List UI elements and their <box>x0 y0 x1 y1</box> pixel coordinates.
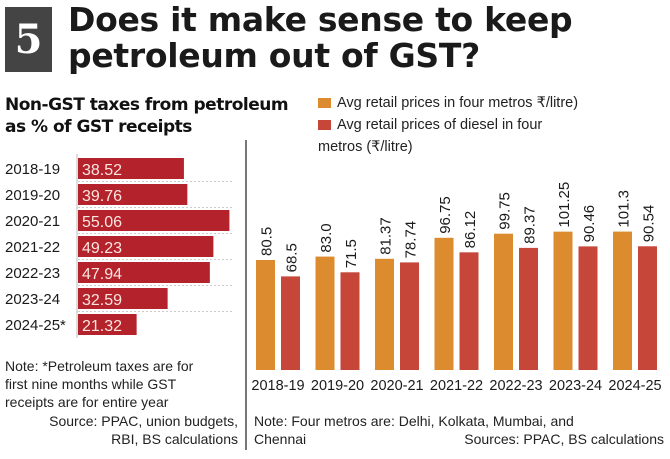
bar-petrol <box>375 258 394 370</box>
data-label: 99.75 <box>497 192 514 230</box>
data-label: 68.5 <box>284 243 301 272</box>
right-bar-chart: 80.5 68.5 2018-19 83.0 71.5 2019-20 81.37 78.74… <box>251 182 661 394</box>
data-label: 101.25 <box>556 182 573 228</box>
legend-swatch-diesel <box>318 120 331 130</box>
data-label: 39.76 <box>82 188 122 205</box>
bar <box>78 262 210 283</box>
bar-petrol <box>553 231 573 370</box>
legend-label-diesel: Avg retail prices of diesel in four <box>337 117 543 133</box>
right-chart-legend: Avg retail prices in four metros ₹/litre… <box>318 92 578 158</box>
data-label: 90.54 <box>641 205 658 243</box>
category-label: 2023-24 <box>5 291 60 308</box>
data-label: 83.0 <box>318 223 335 252</box>
left-bar-chart: 2018-19 38.52 2019-20 39.76 2020-21 55.06 2021… <box>5 154 232 338</box>
data-label: 86.12 <box>462 211 479 249</box>
data-label: 47.94 <box>82 266 122 283</box>
left-note-line: Note: *Petroleum taxes are for <box>5 358 194 374</box>
left-source-line: RBI, BS calculations <box>111 431 238 447</box>
left-note-line: first nine months while GST <box>5 376 177 392</box>
bar-diesel <box>638 246 657 370</box>
left-chart-title-line2: as % of GST receipts <box>5 117 192 137</box>
data-label: 32.59 <box>82 292 122 309</box>
left-chart-note: Note: *Petroleum taxes are for first nin… <box>5 357 245 411</box>
data-label: 71.5 <box>343 239 360 268</box>
legend-item-diesel: Avg retail prices of diesel in four <box>318 114 578 136</box>
right-chart-note: Note: Four metros are: Delhi, Kolkata, M… <box>254 412 664 448</box>
bar-diesel <box>459 252 479 370</box>
legend-label-petrol: Avg retail prices in four metros ₹/litre… <box>337 95 579 111</box>
bar-diesel <box>578 246 598 370</box>
main-title: Does it make sense to keep petroleum out… <box>68 0 573 75</box>
legend-swatch-petrol <box>318 98 331 108</box>
main-title-line1: Does it make sense to keep <box>68 0 573 39</box>
category-label: 2022-23 <box>5 265 60 282</box>
left-chart-title: Non-GST taxes from petroleum as % of GST… <box>5 94 289 138</box>
data-label: 101.3 <box>616 190 633 228</box>
right-note-line2: Chennai <box>254 431 307 447</box>
data-label: 21.32 <box>82 318 122 335</box>
category-label: 2021-22 <box>5 239 60 256</box>
bar-petrol <box>613 231 632 370</box>
bar-diesel <box>519 247 538 370</box>
panel-divider <box>245 140 247 450</box>
category-label: 2022-23 <box>489 378 542 394</box>
bar-diesel <box>281 276 300 370</box>
bar-diesel <box>400 262 419 370</box>
bar <box>78 236 214 257</box>
data-label: 55.06 <box>82 214 122 231</box>
bar-petrol <box>434 237 454 370</box>
left-chart-title-line1: Non-GST taxes from petroleum <box>5 95 289 115</box>
bar-diesel <box>340 272 360 370</box>
category-label: 2019-20 <box>311 378 364 394</box>
bar <box>78 314 137 335</box>
data-label: 96.75 <box>437 196 454 234</box>
legend-item-petrol: Avg retail prices in four metros ₹/litre… <box>318 92 578 114</box>
main-title-line2: petroleum out of GST? <box>68 36 480 75</box>
category-label: 2018-19 <box>5 161 60 178</box>
right-chart-source: Sources: PPAC, BS calculations <box>464 431 664 447</box>
category-label: 2021-22 <box>430 378 483 394</box>
category-label: 2023-24 <box>549 378 602 394</box>
bar <box>78 184 188 205</box>
data-label: 38.52 <box>82 162 122 179</box>
section-number-badge: 5 <box>5 7 52 72</box>
bar <box>78 210 230 231</box>
data-label: 80.5 <box>259 227 276 256</box>
bar-petrol <box>494 233 513 370</box>
left-note-line: receipts are for entire year <box>5 394 169 410</box>
left-chart-source: Source: PPAC, union budgets, RBI, BS cal… <box>5 412 238 448</box>
legend-label-diesel-cont: metros (₹/litre) <box>318 139 413 155</box>
left-source-line: Source: PPAC, union budgets, <box>49 413 238 429</box>
right-note-line1: Note: Four metros are: Delhi, Kolkata, M… <box>254 413 574 429</box>
category-label: 2018-19 <box>251 378 304 394</box>
data-label: 49.23 <box>82 240 122 257</box>
category-label: 2020-21 <box>5 213 60 230</box>
category-label: 2019-20 <box>5 187 60 204</box>
category-label: 2024-25 <box>608 378 661 394</box>
category-label: 2024-25* <box>5 317 66 334</box>
bar-petrol <box>315 256 335 370</box>
data-label: 89.37 <box>522 206 539 244</box>
bar <box>78 158 184 179</box>
bar-petrol <box>256 260 275 370</box>
data-label: 81.37 <box>378 217 395 255</box>
data-label: 90.46 <box>581 205 598 243</box>
data-label: 78.74 <box>403 221 420 259</box>
category-label: 2020-21 <box>370 378 423 394</box>
bar <box>78 288 168 309</box>
